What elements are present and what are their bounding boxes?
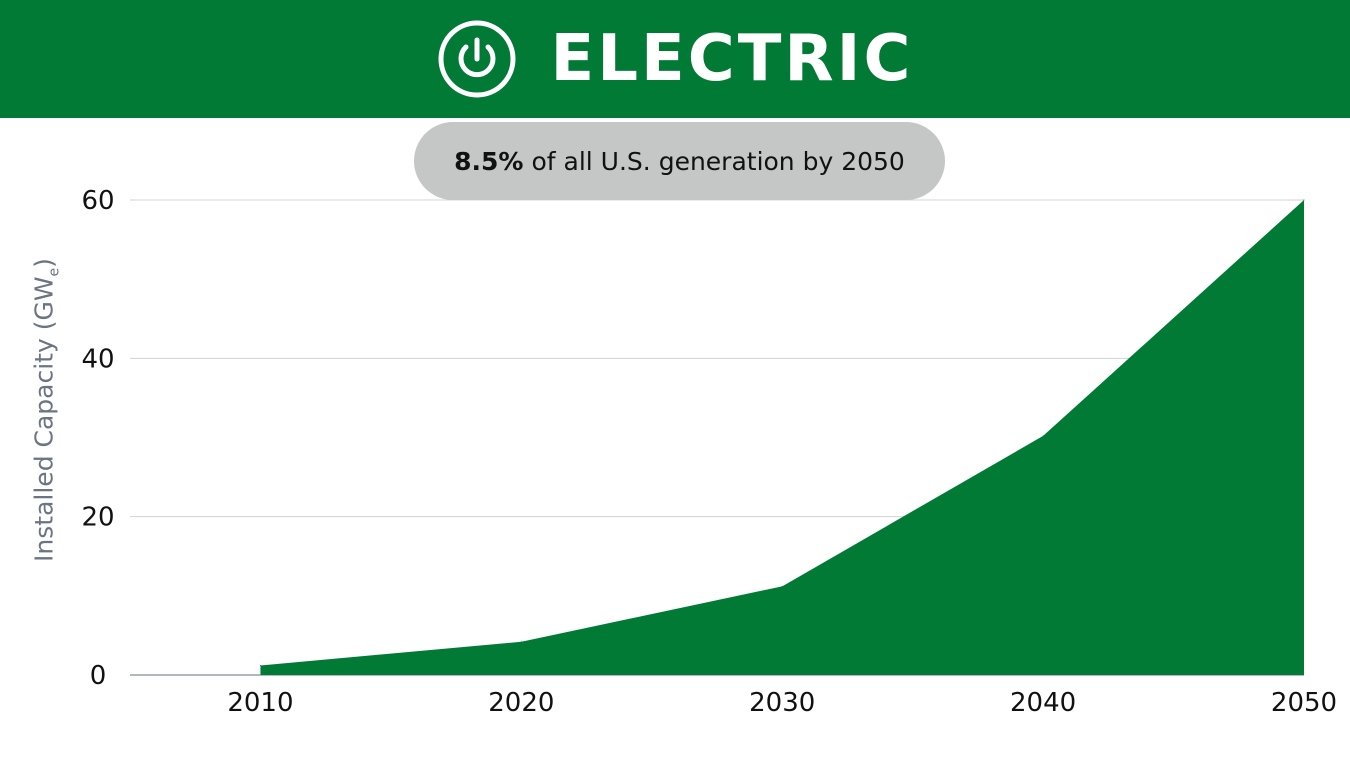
data-point-2040	[1042, 435, 1044, 437]
y-tick-label-40: 40	[81, 344, 114, 374]
x-tick-label-2040: 2040	[1010, 688, 1076, 718]
page-title: ELECTRIC	[550, 22, 914, 96]
header-content: ELECTRIC	[0, 0, 1350, 118]
power-icon	[438, 20, 516, 98]
x-tick-label-2010: 2010	[227, 688, 293, 718]
data-point-2050	[1303, 199, 1305, 201]
data-point-2030	[781, 585, 783, 587]
callout-text: of all U.S. generation by 2050	[531, 146, 905, 176]
x-tick-label-2020: 2020	[488, 688, 554, 718]
callout-value: 8.5%	[454, 146, 524, 176]
x-tick-label-2030: 2030	[749, 688, 815, 718]
header-banner	[0, 0, 1350, 118]
y-tick-label-60: 60	[81, 186, 114, 216]
y-tick-label-20: 20	[81, 503, 114, 533]
data-point-2010	[259, 665, 261, 666]
x-tick-label-2050: 2050	[1271, 688, 1337, 718]
callout-pill: 8.5% of all U.S. generation by 2050	[414, 122, 945, 200]
data-point-2020	[520, 641, 522, 643]
area-series-0	[260, 200, 1304, 675]
y-tick-label-0: 0	[90, 661, 107, 691]
